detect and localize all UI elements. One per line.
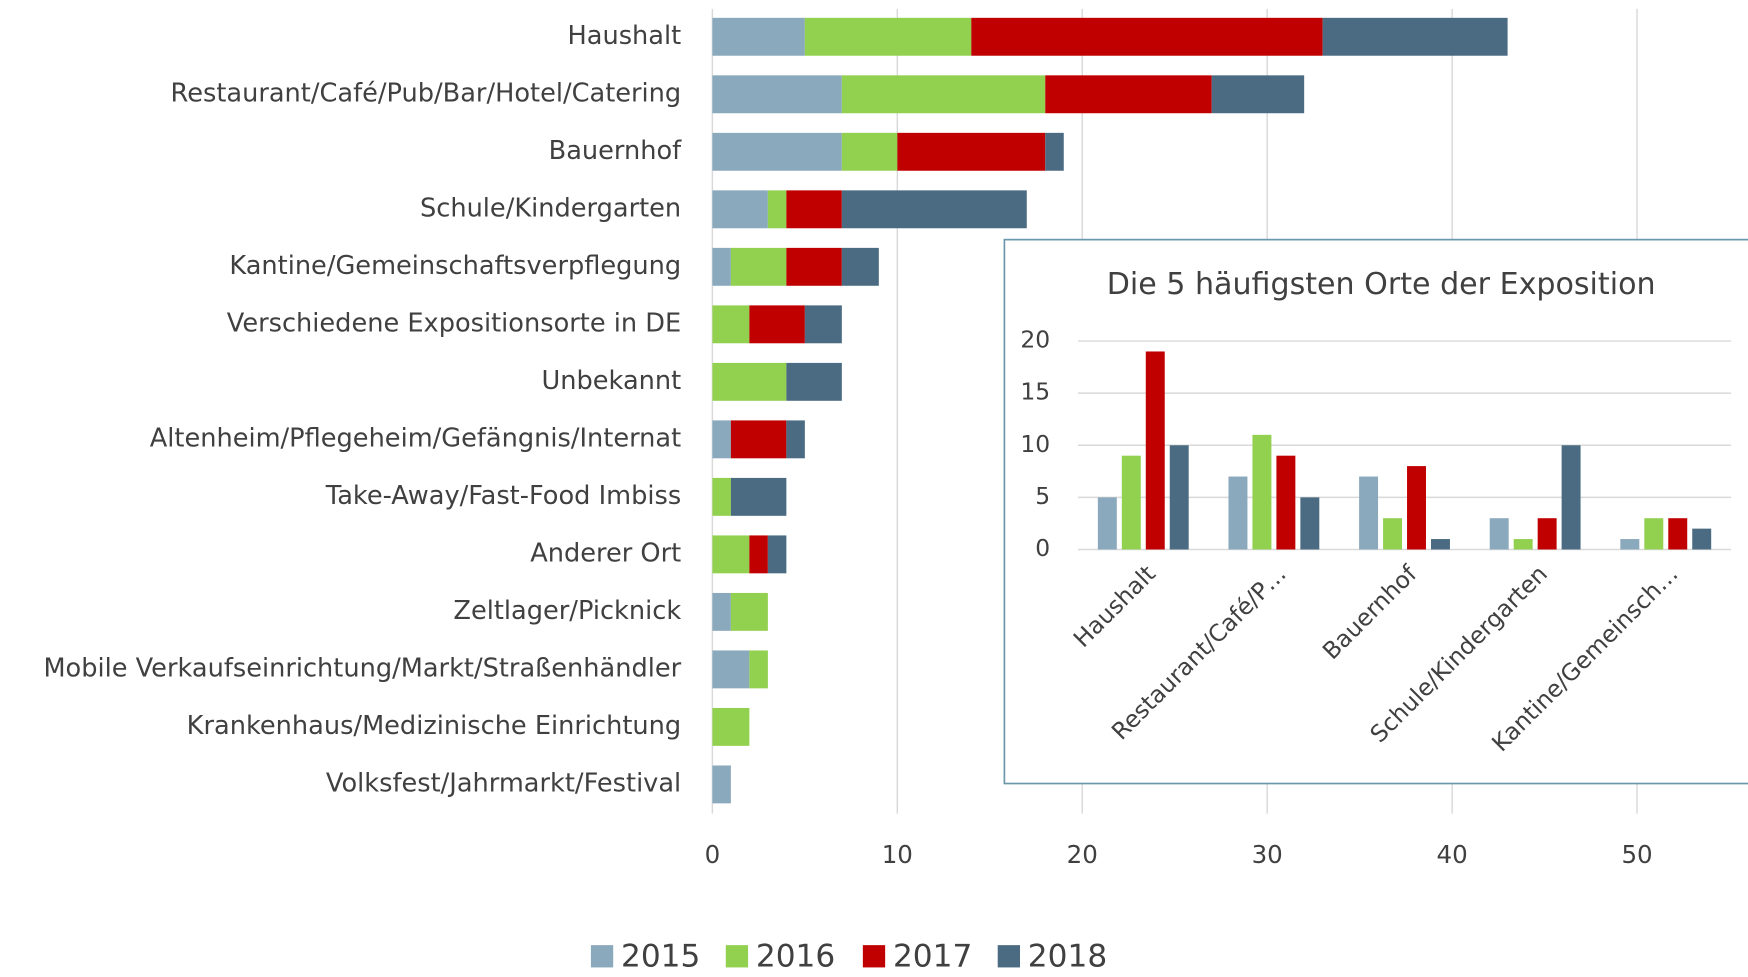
bar [1169,445,1189,550]
bar-segment [971,17,1323,56]
bar [1359,476,1379,550]
bar-segment [841,190,1027,229]
bar [1692,528,1712,550]
x-tick-label: 40 [1437,840,1468,869]
bar-segment [786,190,842,229]
y-tick-label: Volksfest/Jahrmarkt/Festival [326,768,681,798]
legend-swatch [725,945,749,968]
y-tick-label: 0 [1035,534,1050,562]
bar [1276,455,1296,550]
legend-label: 2016 [756,938,835,973]
bar-segment [1211,75,1305,114]
bar-segment [749,650,768,689]
bar [1383,518,1403,550]
x-tick-label: 0 [705,840,721,869]
bar-segment [712,17,805,56]
bar [1537,518,1557,550]
bar-segment [786,247,842,286]
y-tick-label: Take-Away/Fast-Food Imbiss [325,481,681,511]
legend-label: 2015 [621,938,700,973]
bar-segment [804,305,842,344]
bar-segment [841,75,1046,114]
y-tick-label: Anderer Ort [530,538,681,568]
bar-segment [730,477,787,516]
y-tick-label: 10 [1020,430,1050,458]
bar-segment [712,535,750,574]
bar [1145,351,1165,550]
bar-segment [804,17,972,56]
bar [1121,455,1141,550]
y-tick-label: Verschiedene Expositionsorte in DE [227,308,681,338]
bar [1489,518,1509,550]
bar-segment [1045,132,1064,171]
bar-segment [712,477,731,516]
x-tick-label: 50 [1621,840,1652,869]
y-tick-label: 20 [1020,326,1050,354]
x-tick-label: 30 [1252,840,1283,869]
y-tick-label: Restaurant/Café/Pub/Bar/Hotel/Catering [171,78,682,108]
y-tick-label: Schule/Kindergarten [420,193,681,223]
bar [1668,518,1688,550]
bar-segment [712,247,731,286]
bar-segment [712,305,750,344]
bar-segment [712,765,731,804]
bar-segment [712,75,842,114]
bar [1097,497,1117,550]
bar-segment [767,535,787,574]
y-tick-label: 15 [1020,378,1050,406]
bar-segment [749,305,805,344]
bar-segment [712,132,842,171]
legend-swatch [862,945,886,968]
bar [1561,445,1581,550]
bar-segment [767,190,787,229]
bar-segment [786,362,842,401]
y-tick-label: 5 [1035,482,1050,510]
y-tick-label: Bauernhof [549,136,683,166]
x-tick-label: 20 [1067,840,1098,869]
bar-segment [1322,17,1508,56]
bar-segment [712,420,731,459]
bar-segment [786,420,805,459]
y-tick-label: Altenheim/Pflegeheim/Gefängnis/Internat [150,423,681,453]
bar [1620,539,1640,550]
bar-segment [712,592,731,631]
y-tick-label: Kantine/Gemeinschaftsverpflegung [229,251,681,281]
inset-title: Die 5 häufigsten Orte der Exposition [1107,267,1656,302]
bar-segment [1045,75,1212,114]
bar [1252,434,1272,550]
bar-segment [841,132,898,171]
y-tick-label: Krankenhaus/Medizinische Einrichtung [187,711,682,741]
bar-segment [749,535,768,574]
bar [1513,539,1533,550]
bar [1228,476,1248,550]
bar-segment [841,247,879,286]
legend-label: 2018 [1028,938,1107,973]
y-tick-label: Unbekannt [542,366,682,396]
bar [1644,518,1664,550]
bar [1300,497,1320,550]
bar-segment [897,132,1046,171]
y-tick-label: Haushalt [567,21,681,51]
bar-segment [730,247,787,286]
legend-label: 2017 [893,938,972,973]
bar-segment [730,420,787,459]
bar [1407,466,1426,550]
legend-swatch [997,945,1021,968]
legend-swatch [590,945,614,968]
bar-segment [712,190,768,229]
bar-segment [712,707,750,746]
y-tick-label: Mobile Verkaufseinrichtung/Markt/Straßen… [43,653,681,683]
bar-segment [730,592,768,631]
bar [1430,539,1450,550]
x-tick-label: 10 [882,840,913,869]
bar-segment [712,650,750,689]
bar-segment [712,362,787,401]
y-tick-label: Zeltlager/Picknick [453,596,681,626]
